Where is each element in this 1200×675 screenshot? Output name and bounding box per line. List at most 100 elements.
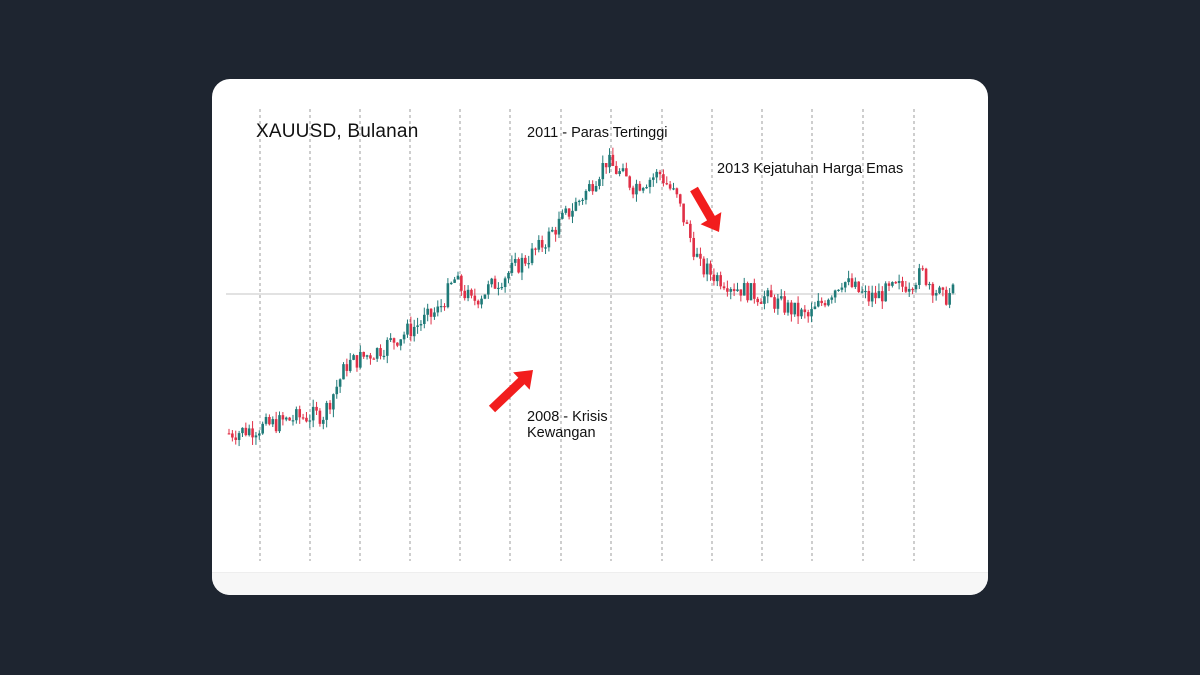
candle (227, 428, 231, 435)
candle-body (527, 263, 531, 265)
candle-body (817, 300, 820, 307)
candle (672, 182, 675, 191)
candle-body (891, 282, 894, 286)
candle-body (618, 171, 621, 174)
candle-body (591, 184, 594, 192)
candle (554, 226, 557, 242)
candle (311, 399, 315, 428)
candle (460, 274, 463, 296)
candle (904, 281, 908, 293)
candle (244, 422, 248, 437)
candle-body (813, 306, 817, 310)
candle-body (779, 296, 783, 299)
candle (736, 282, 739, 292)
candle-body (874, 292, 877, 299)
candle-body (604, 163, 608, 168)
candle-body (759, 302, 763, 304)
candle-body (695, 253, 699, 257)
candle (742, 277, 746, 296)
candle-body (534, 248, 537, 250)
candle-body (719, 275, 722, 287)
candle-body (258, 433, 261, 436)
candle (840, 282, 844, 293)
candle-body (453, 279, 456, 283)
candle (392, 337, 396, 350)
candle-body (941, 287, 945, 290)
candle (722, 282, 726, 291)
candle-body (510, 262, 514, 273)
candle-body (810, 309, 813, 317)
candle-body (449, 282, 453, 285)
candle (409, 316, 413, 342)
candle-body (847, 278, 850, 283)
candle-body (921, 268, 924, 270)
candle (315, 401, 318, 416)
candle (941, 286, 945, 297)
candle (715, 272, 719, 287)
candle (746, 281, 749, 303)
candle (766, 287, 770, 304)
candle (261, 421, 264, 435)
candle (473, 288, 477, 306)
candle (544, 244, 547, 255)
candle-body (423, 314, 426, 325)
candle (938, 285, 941, 295)
candle (412, 319, 416, 342)
candle-body (806, 312, 810, 317)
candle-body (254, 435, 258, 438)
candle (241, 427, 244, 438)
candle-body (352, 355, 355, 360)
candle (298, 405, 302, 424)
candle (291, 414, 295, 426)
candle (251, 421, 254, 445)
candle-body (295, 409, 298, 421)
candle (375, 347, 379, 362)
candle (944, 286, 948, 306)
candle (867, 285, 871, 306)
candle (389, 333, 392, 343)
candle-body (756, 298, 759, 303)
candle (702, 256, 706, 278)
candle (264, 413, 268, 426)
candle-body (359, 351, 362, 368)
candle-body (513, 259, 517, 263)
card-footer (212, 572, 988, 595)
candle (749, 282, 753, 301)
candle-body (493, 278, 497, 289)
candle-body (436, 306, 440, 313)
candle-body (567, 208, 571, 217)
candle (618, 168, 621, 177)
candle (638, 181, 642, 192)
candle-body (375, 348, 379, 359)
candle-body (227, 433, 231, 435)
candle (486, 280, 490, 299)
candle-body (665, 183, 669, 185)
candle-body (746, 283, 749, 301)
candle (577, 199, 581, 206)
candle (584, 189, 588, 205)
candle (709, 260, 712, 281)
candle (779, 289, 783, 301)
candle (530, 243, 534, 266)
candle (726, 280, 729, 297)
candle (786, 299, 790, 316)
candle-body (776, 298, 780, 309)
candle-body (790, 302, 793, 315)
candle-body (800, 309, 803, 317)
candle (449, 281, 453, 285)
candle (810, 302, 813, 323)
candle-body (241, 427, 244, 434)
candle (476, 299, 480, 309)
candle-body (439, 306, 443, 308)
candle (466, 285, 470, 302)
candle-body (318, 410, 322, 424)
arrow-2008-up (488, 370, 533, 413)
candle-body (840, 287, 844, 290)
candle (911, 287, 914, 295)
candle-body (635, 183, 638, 195)
candle (348, 353, 352, 373)
candle (537, 235, 541, 253)
annotation-arrows (488, 186, 722, 413)
candle-body (325, 402, 328, 420)
candle (497, 282, 500, 296)
